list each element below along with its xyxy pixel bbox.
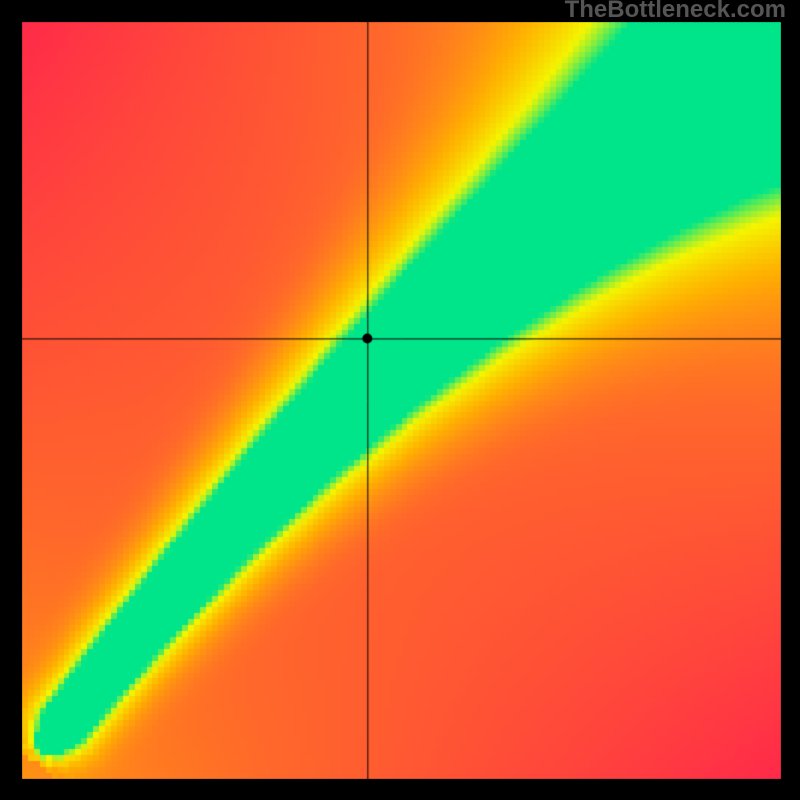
bottleneck-heatmap [0,0,800,800]
watermark-text: TheBottleneck.com [565,0,786,24]
